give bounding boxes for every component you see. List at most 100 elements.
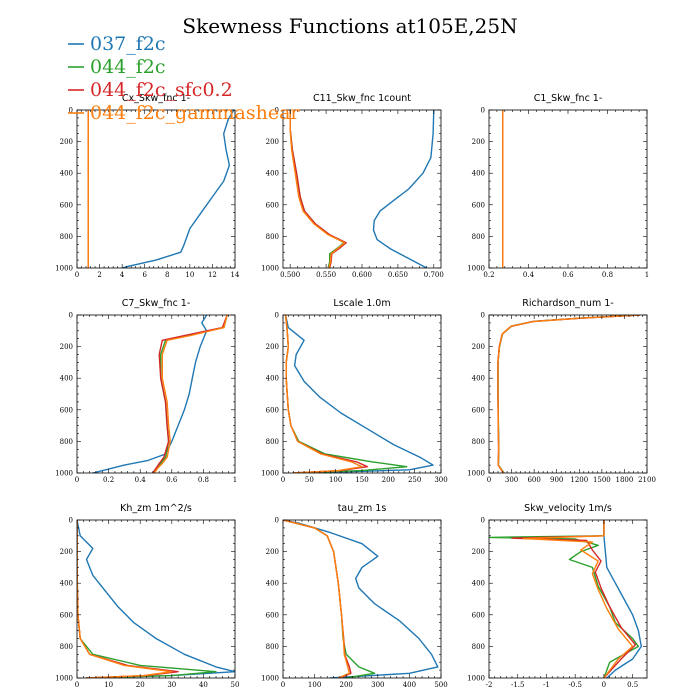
series-line-037-f2c [497, 315, 641, 473]
x-tick-label: 300 [371, 681, 384, 689]
y-tick-label: 600 [266, 406, 279, 414]
y-tick-label: 600 [60, 406, 73, 414]
series-line-037-f2c [121, 110, 235, 268]
x-tick-label: 0 [75, 271, 79, 279]
x-tick-label: 0 [75, 476, 79, 484]
y-tick-label: 800 [266, 233, 279, 241]
x-tick-label: 0.650 [388, 271, 408, 279]
panel-9: Skw_velocity 1m/s 0 200 400 600 800 1000-2 -1.5… [467, 503, 648, 689]
series-line-037-f2c [603, 520, 642, 678]
panel-title: C11_Skw_fnc 1count [313, 93, 411, 104]
legend-entry: 044_f2c [68, 56, 166, 78]
x-tick-label: 50 [231, 681, 240, 689]
curves [284, 315, 434, 473]
y-tick-label: 0 [275, 312, 279, 320]
x-tick-label: 0 [602, 681, 606, 689]
y-tick-label: 800 [60, 438, 73, 446]
x-tick-label: 14 [231, 271, 240, 279]
x-tick-label: 2100 [638, 476, 656, 484]
y-tick-label: 600 [266, 611, 279, 619]
legend-label: 037_f2c [90, 33, 166, 55]
y-tick-label: 0 [69, 517, 73, 525]
series-line-044-f2c-gammashear [283, 520, 351, 678]
x-tick-label: 0.2 [483, 271, 494, 279]
x-tick-label: 300 [505, 476, 518, 484]
series-line-037-f2c [283, 520, 439, 678]
x-tick-label: 0 [281, 476, 285, 484]
x-tick-label: 1 [645, 271, 649, 279]
y-tick-label: 400 [60, 580, 73, 588]
series-line-044-f2c-sfc0-2 [289, 110, 347, 268]
x-tick-label: 40 [199, 681, 208, 689]
y-tick-label: 400 [60, 170, 73, 178]
x-tick-label: -1.5 [511, 681, 525, 689]
panel-title: Cx_Skw_fnc 1- [122, 93, 190, 104]
series-line-044-f2c [284, 315, 408, 473]
panel-title: C1_Skw_fnc 1- [534, 93, 603, 104]
y-tick-label: 200 [60, 138, 73, 146]
x-tick-label: 0 [281, 681, 285, 689]
y-tick-label: 0 [275, 517, 279, 525]
x-tick-label: 1800 [616, 476, 634, 484]
x-tick-label: 10 [104, 681, 113, 689]
plot-frame [488, 109, 648, 269]
x-tick-label: 600 [527, 476, 540, 484]
x-tick-label: 150 [355, 476, 368, 484]
plot-frame [488, 314, 648, 474]
y-tick-label: 0 [69, 107, 73, 115]
series-line-044-f2c-sfc0-2 [283, 520, 352, 678]
y-tick-label: 400 [472, 375, 485, 383]
y-tick-label: 1000 [55, 675, 73, 683]
x-tick-label: -0.5 [568, 681, 582, 689]
y-tick-label: 1000 [261, 265, 279, 273]
y-tick-label: 1000 [261, 470, 279, 478]
x-tick-label: 0.600 [352, 271, 372, 279]
y-tick-label: 1000 [261, 675, 279, 683]
y-tick-label: 200 [266, 343, 279, 351]
x-tick-label: 0.8 [198, 476, 209, 484]
x-tick-label: 12 [208, 271, 217, 279]
y-tick-label: 200 [266, 548, 279, 556]
y-tick-label: 800 [472, 438, 485, 446]
x-tick-label: 1500 [593, 476, 611, 484]
x-tick-label: 6 [142, 271, 147, 279]
x-tick-label: 0.8 [602, 271, 613, 279]
x-tick-label: 500 [434, 681, 447, 689]
x-tick-label: 0 [487, 476, 491, 484]
x-tick-label: 400 [403, 681, 416, 689]
y-tick-label: 600 [60, 611, 73, 619]
series-line-037-f2c [92, 315, 208, 473]
series-line-044-f2c [497, 315, 641, 473]
y-tick-label: 400 [60, 375, 73, 383]
panel-2: C11_Skw_fnc 1count 0 200 400 600 800 10000.500… [261, 93, 444, 279]
curves [289, 110, 435, 268]
plot-frame [282, 109, 442, 269]
y-tick-label: 600 [472, 611, 485, 619]
y-tick-label: 400 [266, 375, 279, 383]
x-tick-label: 0.700 [424, 271, 444, 279]
panel-title: C7_Skw_fnc 1- [122, 298, 191, 309]
panel-title: Skw_velocity 1m/s [524, 503, 612, 514]
x-tick-label: 1 [233, 476, 237, 484]
series-line-044-f2c-gammashear [153, 315, 228, 473]
x-tick-label: 100 [308, 681, 321, 689]
plot-frame [76, 519, 236, 679]
legend-label: 044_f2c_sfc0.2 [90, 79, 233, 101]
panel-title: Kh_zm 1m^2/s [120, 503, 192, 514]
y-tick-label: 0 [69, 312, 73, 320]
legend-entry: 044_f2c_sfc0.2 [68, 79, 233, 101]
x-tick-label: 200 [340, 681, 353, 689]
x-tick-label: 2 [97, 271, 101, 279]
figure-title: Skewness Functions at105E,25N [182, 14, 517, 38]
series-line-044-f2c-gammashear [77, 520, 173, 678]
x-tick-label: 0 [75, 681, 79, 689]
y-tick-label: 600 [60, 201, 73, 209]
x-tick-label: 30 [167, 681, 176, 689]
